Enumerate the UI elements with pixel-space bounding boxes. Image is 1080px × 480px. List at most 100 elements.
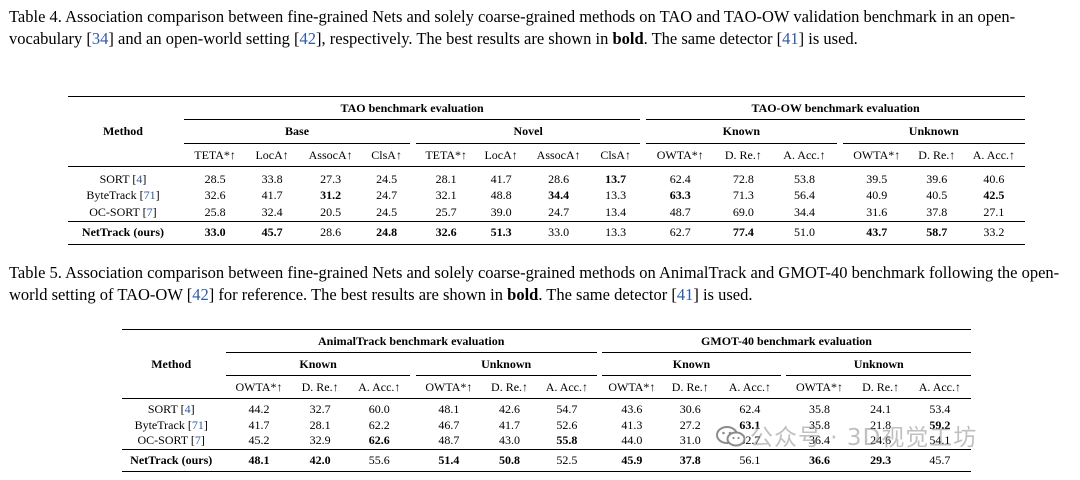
table-cell: 41.7 <box>248 417 270 432</box>
citation-link[interactable]: 4 <box>184 402 191 417</box>
table-cell: 24.1 <box>852 398 909 418</box>
table-cell: 42.6 <box>481 398 538 418</box>
table-cell: 54.1 <box>929 433 951 448</box>
table-cell: 39.6 <box>910 166 963 188</box>
method-name: NetTrack (ours) <box>122 448 221 472</box>
method-name: SORT [4] <box>122 398 221 418</box>
citation-link[interactable]: 42 <box>299 29 317 48</box>
watermark-text: 公众号 · 3D视觉工坊 <box>750 425 978 451</box>
column-header: TETA*↑ <box>425 147 468 162</box>
table-cell: 30.6 <box>661 398 719 418</box>
table-cell: 44.0 <box>621 433 643 448</box>
table-cell: 31.2 <box>320 188 342 203</box>
table-cell: 28.6 <box>526 166 592 188</box>
subgroup-header: Known <box>225 352 411 376</box>
column-header: D. Re.↑ <box>491 379 529 394</box>
citation-link[interactable]: 7 <box>146 204 153 219</box>
table-cell: 43.0 <box>499 433 521 448</box>
table-cell: 37.8 <box>661 448 719 472</box>
table-cell: 13.3 <box>591 220 641 245</box>
table-cell: 28.1 <box>416 166 477 188</box>
table-cell: 13.7 <box>591 166 641 188</box>
table-cell: 36.6 <box>786 448 853 472</box>
group-header: TAO benchmark evaluation <box>184 96 641 120</box>
table-cell: 35.8 <box>786 398 853 418</box>
column-header: D. Re.↑ <box>301 379 339 394</box>
column-header: OWTA*↑ <box>235 379 283 394</box>
table-cell: 31.6 <box>866 204 888 219</box>
subgroup-header: Unknown <box>842 119 1025 144</box>
method-name: NetTrack (ours) <box>68 220 178 245</box>
table-cell: 62.7 <box>646 220 715 245</box>
citation-link[interactable]: 42 <box>192 285 209 304</box>
table-cell: 24.7 <box>548 204 570 219</box>
citation-link[interactable]: 41 <box>782 29 799 48</box>
citation-link[interactable]: 4 <box>136 171 143 186</box>
table-cell: 59.2 <box>929 417 951 432</box>
table-cell: 27.2 <box>679 417 701 432</box>
table-cell: 53.8 <box>772 166 837 188</box>
table-cell: 69.0 <box>732 204 754 219</box>
column-header: OWTA*↑ <box>656 147 704 162</box>
table-cell: 32.7 <box>292 398 349 418</box>
table-cell: 48.8 <box>490 188 512 203</box>
table-cell: 54.7 <box>537 398 597 418</box>
column-header: AssocA↑ <box>536 147 581 162</box>
column-header: TETA*↑ <box>194 147 236 162</box>
citation-link[interactable]: 41 <box>676 285 694 304</box>
citation-link[interactable]: 34 <box>91 29 109 48</box>
citation-link[interactable]: 71 <box>191 417 204 432</box>
table-cell: 37.8 <box>926 204 948 219</box>
table-cell: 50.8 <box>481 448 538 472</box>
table-cell: 53.4 <box>908 398 971 418</box>
table-cell: 40.6 <box>962 166 1025 188</box>
table-cell: 21.8 <box>870 417 892 432</box>
table-cell: 62.4 <box>646 166 715 188</box>
table4-caption-prefix: Table 4. <box>9 7 62 26</box>
wechat-icon <box>716 425 746 449</box>
table-cell: 20.5 <box>320 204 342 219</box>
table-row: ByteTrack [71] 32.6 41.7 31.2 24.7 32.1 48.8 34… <box>68 188 1025 205</box>
column-header: OWTA*↑ <box>853 147 901 162</box>
column-header: OWTA*↑ <box>425 379 473 394</box>
table-row: SORT [4] 44.2 32.7 60.0 48.1 42.6 54.7 43.6 30.6… <box>122 398 971 418</box>
table-cell: 39.5 <box>842 166 911 188</box>
table-cell: 25.7 <box>435 204 457 219</box>
table-cell: 33.8 <box>246 166 299 188</box>
table-cell: 13.4 <box>605 204 627 219</box>
table-cell: 63.1 <box>739 417 761 432</box>
citation-link[interactable]: 7 <box>194 433 201 448</box>
table-cell: 32.9 <box>309 433 331 448</box>
table-cell: 43.6 <box>602 398 662 418</box>
column-header: D. Re.↑ <box>671 379 709 394</box>
table-cell: 29.3 <box>852 448 909 472</box>
table-cell: 55.8 <box>556 433 578 448</box>
method-header: Method <box>122 329 221 399</box>
subgroup-header: Known <box>646 119 837 144</box>
table-cell: 40.9 <box>866 188 888 203</box>
table-cell: 63.3 <box>669 188 691 203</box>
table-row: ByteTrack [71] 41.7 28.1 62.2 46.7 41.7 52.6 41… <box>122 418 971 434</box>
method-name: ByteTrack [71] <box>86 188 160 203</box>
table-cell: 33.0 <box>184 220 247 245</box>
table-cell: 33.0 <box>526 220 592 245</box>
table-cell: 28.5 <box>184 166 247 188</box>
table5: Method AnimalTrack benchmark evaluation … <box>122 329 971 472</box>
table-cell: 51.3 <box>476 220 527 245</box>
table-cell: 13.3 <box>605 188 627 203</box>
citation-link[interactable]: 71 <box>143 188 156 203</box>
column-header: A. Acc.↑ <box>358 379 401 394</box>
table-cell: 24.7 <box>376 188 398 203</box>
table-row: NetTrack (ours) 33.0 45.7 28.6 24.8 32.6 51.3 3… <box>68 220 1025 245</box>
table-cell: 32.1 <box>435 188 457 203</box>
table-cell: 48.1 <box>415 398 482 418</box>
table-cell: 52.5 <box>537 448 597 472</box>
table4: Method TAO benchmark evaluation TAO-OW b… <box>68 96 1025 245</box>
table-cell: 46.7 <box>438 417 460 432</box>
table-cell: 55.6 <box>348 448 411 472</box>
column-header: ClsA↑ <box>600 147 631 162</box>
table-cell: 56.1 <box>718 448 781 472</box>
table-cell: 41.7 <box>499 417 521 432</box>
subgroup-header: Known <box>602 352 781 376</box>
table-cell: 43.7 <box>842 220 911 245</box>
